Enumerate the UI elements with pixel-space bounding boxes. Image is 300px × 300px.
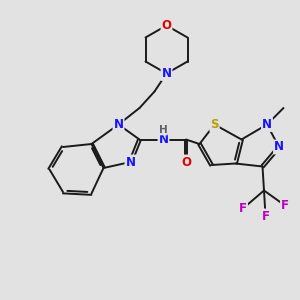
- Text: N: N: [161, 67, 172, 80]
- Text: O: O: [181, 155, 191, 169]
- Text: F: F: [281, 199, 289, 212]
- Text: N: N: [262, 118, 272, 131]
- Text: S: S: [210, 118, 219, 131]
- Text: F: F: [262, 209, 269, 223]
- Text: O: O: [161, 19, 172, 32]
- Text: N: N: [113, 118, 124, 131]
- Text: N: N: [274, 140, 284, 154]
- Text: F: F: [239, 202, 247, 215]
- Text: N: N: [125, 155, 136, 169]
- Text: H: H: [158, 125, 167, 135]
- Text: N: N: [158, 133, 169, 146]
